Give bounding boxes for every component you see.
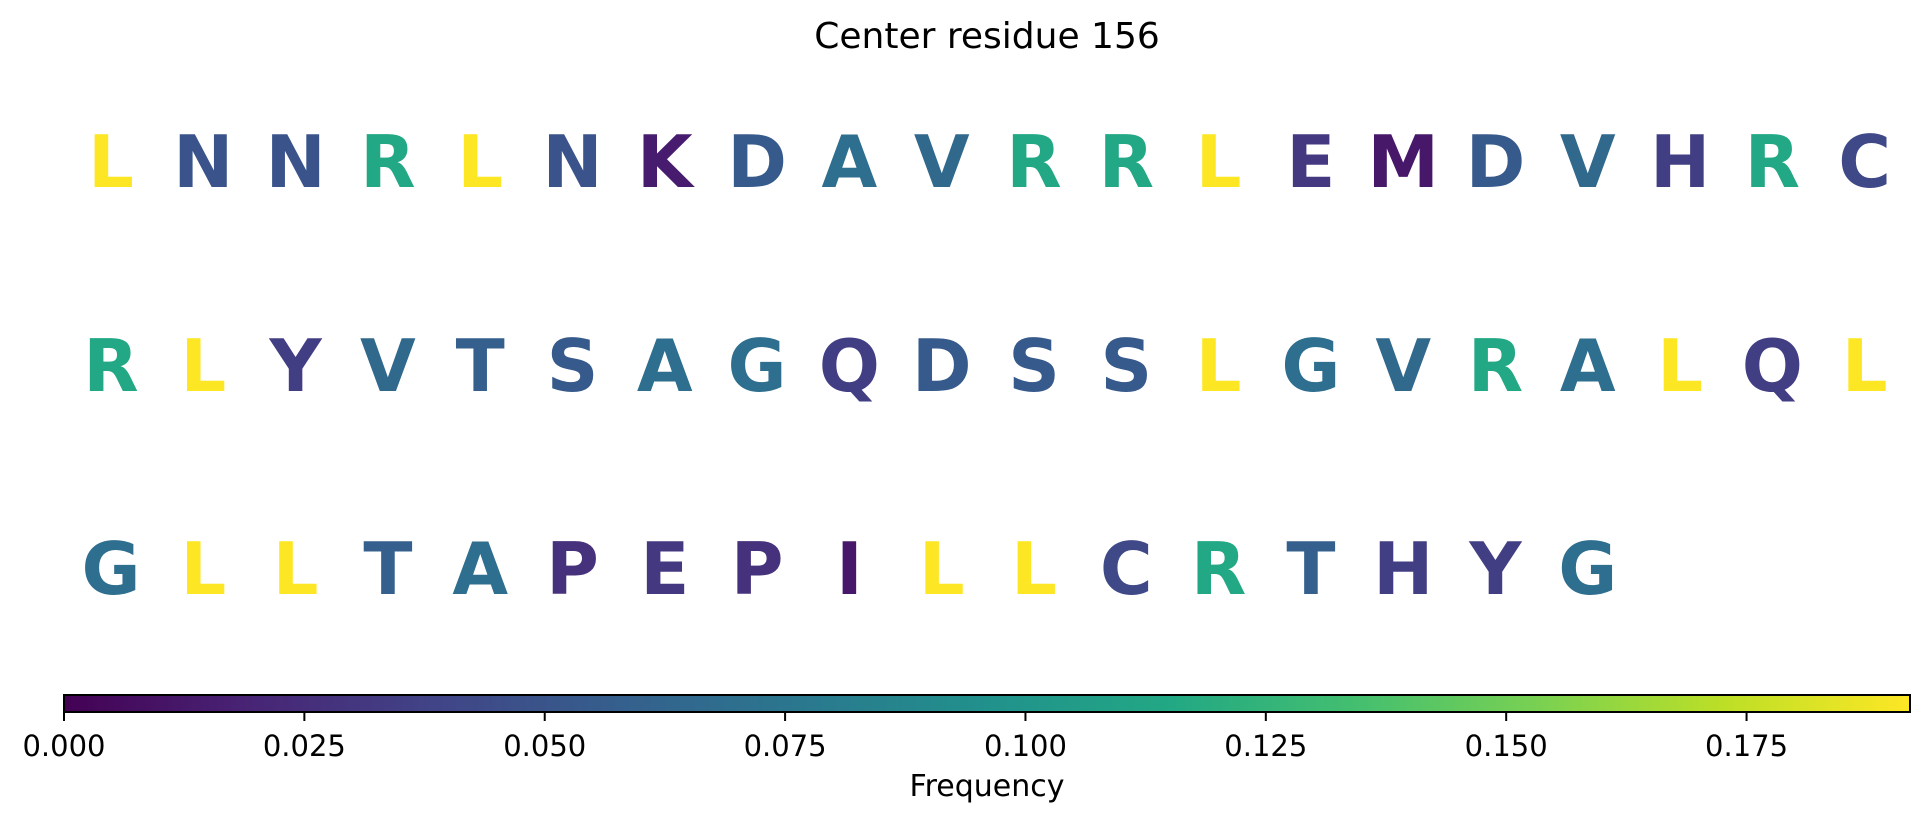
- residue-letter: T: [1286, 527, 1335, 611]
- residue-letter: L: [273, 527, 319, 611]
- residue-letter: E: [1286, 120, 1335, 204]
- residue-letter: R: [1468, 324, 1523, 408]
- residue-letter: R: [1099, 120, 1154, 204]
- residue-letter: A: [1560, 324, 1616, 408]
- residue-letter: G: [728, 324, 787, 408]
- residue-letter: A: [822, 120, 878, 204]
- residue-letter: R: [1006, 120, 1061, 204]
- chart-title: Center residue 156: [814, 16, 1160, 57]
- residue-letter: R: [1191, 527, 1246, 611]
- colorbar: [63, 694, 1911, 713]
- residue-letter: A: [637, 324, 693, 408]
- colorbar-tick-label: 0.075: [744, 729, 827, 763]
- residue-letter: C: [1100, 527, 1153, 611]
- residue-letter: N: [173, 120, 233, 204]
- residue-letter: D: [1466, 120, 1526, 204]
- residue-letter: P: [546, 527, 599, 611]
- residue-letter: Y: [1468, 527, 1522, 611]
- residue-letter: L: [457, 120, 503, 204]
- residue-letter: S: [547, 324, 599, 408]
- colorbar-tick-label: 0.150: [1465, 729, 1548, 763]
- residue-letter: T: [456, 324, 505, 408]
- residue-letter: Q: [1742, 324, 1803, 408]
- residue-letter: H: [1373, 527, 1433, 611]
- residue-letter: Q: [819, 324, 880, 408]
- residue-letter: A: [452, 527, 508, 611]
- residue-letter: L: [1011, 527, 1057, 611]
- residue-letter: L: [919, 527, 965, 611]
- residue-letter: L: [1196, 324, 1242, 408]
- residue-letters: L N N R L N K D A V R R L E M D V H R CR L Y V T S A G Q D S S L G V R A L Q L…: [81, 120, 1891, 611]
- residue-letter: R: [360, 120, 415, 204]
- residue-letter: N: [265, 120, 325, 204]
- residue-letter: C: [1838, 120, 1891, 204]
- residue-letter: D: [912, 324, 972, 408]
- colorbar-tick-label: 0.025: [263, 729, 346, 763]
- residue-letter: S: [1100, 324, 1152, 408]
- residue-letter: R: [83, 324, 138, 408]
- residue-letter: R: [1745, 120, 1800, 204]
- residue-letter: M: [1367, 120, 1439, 204]
- colorbar-tick-label: 0.175: [1705, 729, 1788, 763]
- residue-letter: S: [1008, 324, 1060, 408]
- residue-letter: V: [1375, 324, 1431, 408]
- residue-letter: L: [180, 527, 226, 611]
- residue-letter: L: [1196, 120, 1242, 204]
- colorbar-ticks: 0.000 0.025 0.050 0.075 0.100 0.125 0.150 0.175: [22, 712, 1788, 763]
- residue-letter: G: [1558, 527, 1617, 611]
- residue-letter: L: [180, 324, 226, 408]
- residue-letter: L: [1657, 324, 1703, 408]
- colorbar-tick-label: 0.000: [22, 729, 105, 763]
- residue-letter: D: [727, 120, 787, 204]
- residue-letter: L: [88, 120, 134, 204]
- residue-letter: I: [836, 527, 863, 611]
- colorbar-label: Frequency: [910, 769, 1065, 804]
- residue-letter: E: [640, 527, 689, 611]
- residue-letter: G: [1281, 324, 1340, 408]
- residue-letter: V: [360, 324, 416, 408]
- residue-letter: Y: [269, 324, 323, 408]
- residue-letter: P: [731, 527, 784, 611]
- residue-letter: G: [81, 527, 140, 611]
- colorbar-tick-label: 0.125: [1224, 729, 1307, 763]
- residue-letter: N: [542, 120, 602, 204]
- residue-letter: V: [1560, 120, 1616, 204]
- colorbar-tick-label: 0.050: [503, 729, 586, 763]
- residue-letter: T: [363, 527, 412, 611]
- residue-letter: H: [1650, 120, 1710, 204]
- colorbar-tick-label: 0.100: [984, 729, 1067, 763]
- residue-letter: K: [637, 120, 695, 204]
- residue-letter: V: [914, 120, 970, 204]
- residue-letter: L: [1842, 324, 1888, 408]
